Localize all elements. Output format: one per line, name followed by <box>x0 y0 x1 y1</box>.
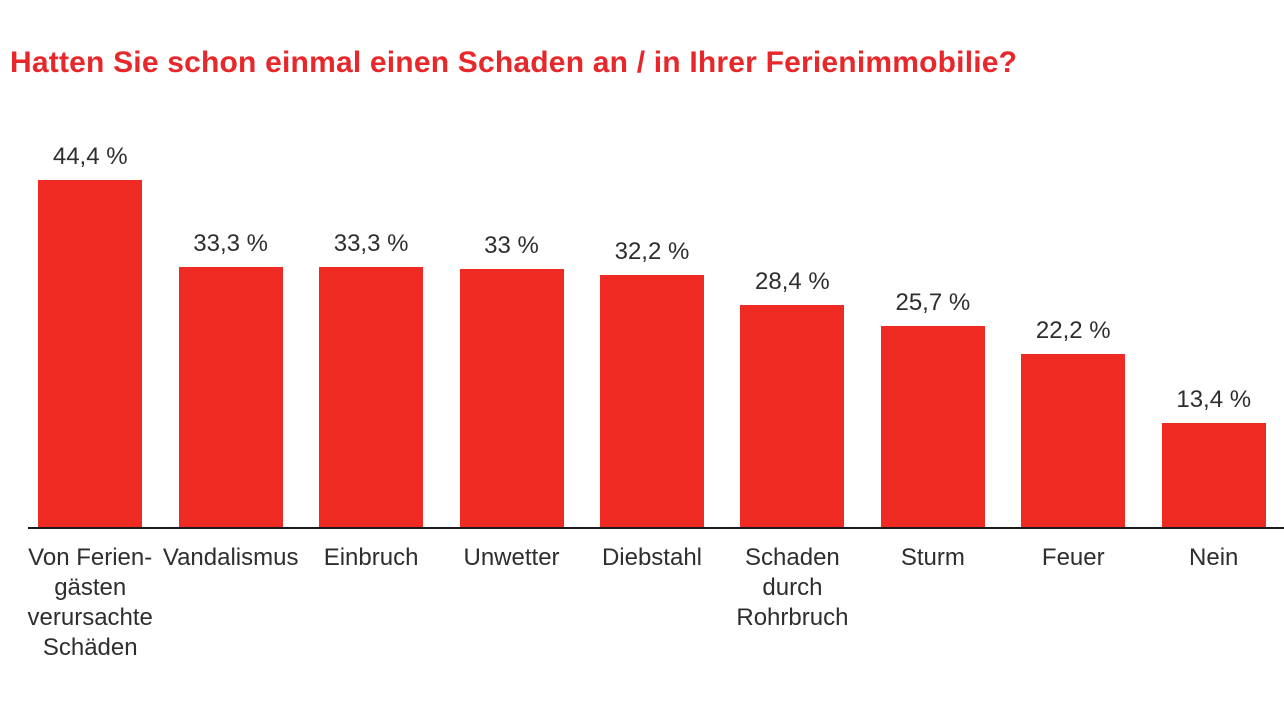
chart-title: Hatten Sie schon einmal einen Schaden an… <box>10 46 1018 79</box>
category-label: Sturm <box>900 544 965 571</box>
category-label: Vandalismus <box>162 544 299 571</box>
bar-column-theft: 32,2 % <box>582 138 722 528</box>
bar-value-label: 22,2 % <box>1035 316 1111 344</box>
bar-value-label: 33 % <box>484 231 539 259</box>
bar-value-label: 33,3 % <box>193 229 269 257</box>
bar <box>1021 353 1126 528</box>
bar-value-label: 32,2 % <box>614 238 690 266</box>
bar-value-label: 13,4 % <box>1176 385 1252 413</box>
bar <box>599 275 704 528</box>
x-axis-line <box>28 527 1284 529</box>
bar-column-burglary: 33,3 % <box>301 138 441 528</box>
category-label: Von Ferien- gästen verursachte Schäden <box>27 544 153 661</box>
bar-column-severe-weather: 33 % <box>441 138 581 528</box>
bar <box>740 305 845 528</box>
bar-plot-area: 44,4 % 33,3 % 33,3 % 33 % 32,2 % 28,4 % … <box>20 138 1284 528</box>
bar <box>319 266 424 528</box>
bar <box>880 326 985 528</box>
category-label: Unwetter <box>463 544 560 571</box>
category-label: Diebstahl <box>601 544 702 571</box>
bar-column-storm: 25,7 % <box>863 138 1003 528</box>
bar-value-label: 25,7 % <box>895 289 971 317</box>
bar-column-vandalism: 33,3 % <box>160 138 300 528</box>
bar <box>1161 422 1266 528</box>
bar-value-label: 28,4 % <box>755 268 830 296</box>
bar-value-label: 44,4 % <box>52 142 128 170</box>
category-label: Feuer <box>1041 544 1105 571</box>
bar-column-no: 13,4 % <box>1144 138 1284 528</box>
bar <box>178 266 283 528</box>
category-label: Einbruch <box>323 544 419 571</box>
category-label: Nein <box>1189 544 1239 571</box>
category-label: Schaden durch Rohrbruch <box>736 544 849 631</box>
category-label-row: Von Ferien- gästen verursachte Schäden V… <box>20 543 1284 663</box>
bar-column-guest-damage: 44,4 % <box>20 138 160 528</box>
bar <box>38 179 143 528</box>
bar-column-pipe-burst: 28,4 % <box>722 138 862 528</box>
bar-value-label: 33,3 % <box>333 229 409 257</box>
bar <box>459 268 564 528</box>
bar-column-fire: 22,2 % <box>1003 138 1143 528</box>
